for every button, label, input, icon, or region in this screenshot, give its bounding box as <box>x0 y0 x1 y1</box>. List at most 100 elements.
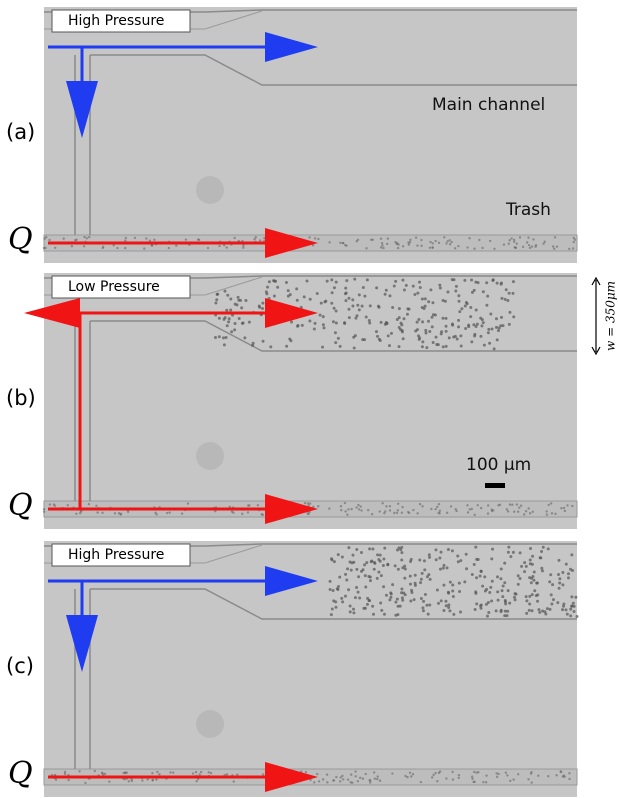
cell <box>439 332 443 336</box>
cell <box>482 780 485 784</box>
cell <box>199 770 203 774</box>
cell <box>453 334 457 338</box>
cell <box>312 505 315 509</box>
cell <box>352 607 356 611</box>
cell <box>318 313 322 317</box>
cell <box>222 317 226 321</box>
cell <box>565 612 569 616</box>
cell <box>383 511 386 515</box>
cell <box>385 242 389 246</box>
cell <box>321 345 325 349</box>
cell <box>408 582 412 586</box>
cell <box>397 243 400 246</box>
cell <box>365 561 369 565</box>
cell <box>403 567 407 571</box>
cell <box>403 576 407 580</box>
cell <box>357 308 361 312</box>
cell <box>167 246 171 250</box>
cell <box>75 238 78 241</box>
cell <box>317 505 320 508</box>
cell <box>338 344 342 348</box>
cell <box>172 771 175 774</box>
cell <box>434 771 437 775</box>
channel-wall <box>44 9 577 235</box>
cell <box>548 607 552 611</box>
cell <box>561 570 565 574</box>
cell <box>209 771 213 775</box>
cell <box>386 562 390 566</box>
cell <box>373 777 377 780</box>
cell <box>474 308 478 312</box>
cell <box>393 564 397 568</box>
cell <box>352 346 356 350</box>
cell <box>490 509 494 513</box>
cell <box>371 238 374 241</box>
flow-label: Q <box>8 488 33 523</box>
cell <box>524 510 528 513</box>
cell <box>42 508 46 511</box>
cell <box>361 338 365 342</box>
cell <box>359 550 363 554</box>
cell <box>272 294 276 298</box>
cell <box>561 775 565 778</box>
cell <box>434 335 438 339</box>
cell <box>227 317 231 321</box>
cell <box>365 602 369 606</box>
droplet-spot <box>196 442 224 470</box>
cell <box>321 323 325 327</box>
cell <box>479 606 483 610</box>
cell <box>447 336 451 340</box>
cell <box>465 302 469 306</box>
cell <box>349 781 352 784</box>
cell <box>337 585 341 589</box>
cell <box>479 604 483 608</box>
cell <box>494 317 498 321</box>
cell <box>237 316 241 320</box>
cell <box>516 582 520 586</box>
cell <box>400 551 404 555</box>
cell <box>486 512 490 515</box>
cell <box>222 343 226 347</box>
cell <box>286 294 290 298</box>
cell <box>426 612 430 616</box>
cell <box>470 573 474 577</box>
cell <box>383 546 387 550</box>
cell <box>556 601 560 605</box>
cell <box>448 580 452 584</box>
cell <box>122 771 125 775</box>
cell <box>504 602 508 606</box>
cell <box>540 566 544 570</box>
cell <box>339 780 342 783</box>
cell <box>572 236 575 240</box>
cell <box>535 581 539 585</box>
cell <box>490 327 494 331</box>
cell <box>423 304 427 308</box>
cell <box>531 554 535 558</box>
cell <box>437 241 441 245</box>
cell <box>348 560 352 564</box>
cell <box>260 513 263 516</box>
cell <box>222 243 226 247</box>
cell <box>494 325 498 329</box>
cell <box>103 772 107 775</box>
cell <box>214 509 217 513</box>
cell <box>489 239 492 243</box>
cell <box>274 279 278 283</box>
cell <box>66 504 69 507</box>
cell <box>484 781 488 784</box>
cell <box>53 246 57 250</box>
cell <box>500 315 504 319</box>
cell <box>573 238 577 241</box>
cell <box>525 599 529 603</box>
cell <box>317 237 320 241</box>
cell <box>400 558 404 562</box>
cell <box>391 772 394 775</box>
cell <box>307 504 310 507</box>
cell <box>474 324 478 328</box>
arrowhead <box>66 615 98 672</box>
cell <box>552 247 556 250</box>
cell <box>357 503 360 507</box>
cell <box>240 306 244 310</box>
cell <box>501 584 505 588</box>
cell <box>83 235 86 239</box>
